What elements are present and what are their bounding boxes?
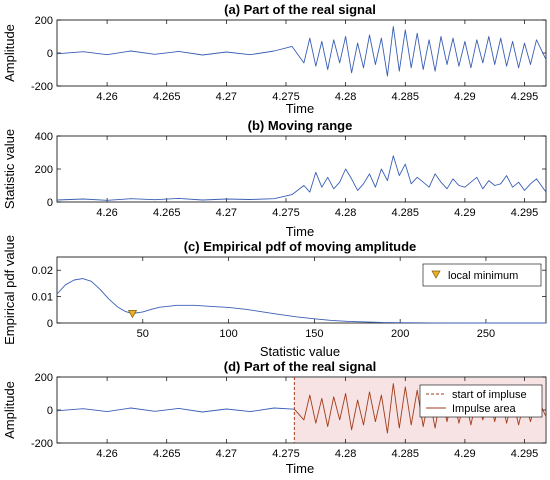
panel-c-axes-box bbox=[56, 256, 547, 324]
panel-d-legend: start of impluse Impulse area bbox=[419, 384, 543, 418]
x-tick-label: 4.28 bbox=[335, 207, 356, 219]
panel-a-y-ticks: -200 0 200 bbox=[31, 15, 546, 93]
x-tick-label: 4.27 bbox=[216, 207, 237, 219]
x-tick-label: 4.265 bbox=[153, 448, 181, 460]
series-line bbox=[56, 278, 546, 324]
x-tick-label: 4.27 bbox=[216, 91, 237, 103]
panel-a-title: (a) Part of the real signal bbox=[224, 2, 376, 17]
panel-c-y-ticks: 0 0.01 0.02 bbox=[32, 265, 546, 330]
panel-b-y-ticks: 0 200 400 bbox=[35, 131, 546, 209]
x-tick-label: 100 bbox=[219, 328, 237, 340]
x-tick-label: 4.26 bbox=[96, 207, 117, 219]
x-tick-label: 4.265 bbox=[153, 207, 181, 219]
y-tick-label: 200 bbox=[35, 372, 53, 384]
x-tick-label: 4.285 bbox=[391, 91, 419, 103]
y-tick-label: 400 bbox=[35, 131, 53, 143]
panel-a-series bbox=[56, 26, 547, 77]
panel-b-series bbox=[56, 155, 547, 201]
panel-a: (a) Part of the real signal 4.26 4.265 4.2… bbox=[2, 2, 547, 116]
panel-d-legend-label-onset: start of impluse bbox=[452, 389, 527, 401]
y-tick-label: 0 bbox=[47, 405, 53, 417]
panel-d-y-ticks: -200 0 200 bbox=[31, 372, 546, 450]
x-tick-label: 4.265 bbox=[153, 91, 181, 103]
x-tick-label: 4.26 bbox=[96, 91, 117, 103]
local-minimum-marker bbox=[127, 310, 138, 319]
panel-c-title: (c) Empirical pdf of moving amplitude bbox=[184, 239, 417, 254]
panel-d: (d) Part of the real signal 4.26 4.265 4.2… bbox=[2, 359, 547, 476]
x-tick-label: 50 bbox=[137, 328, 149, 340]
panel-d-legend-box bbox=[419, 384, 543, 418]
y-tick-label: 200 bbox=[35, 164, 53, 176]
panel-d-x-label: Time bbox=[286, 461, 314, 476]
panel-b-x-ticks: 4.26 4.265 4.27 4.275 4.28 4.285 4.29 4.295 bbox=[96, 136, 538, 219]
panel-c-x-label: Statistic value bbox=[260, 344, 340, 359]
x-tick-label: 4.295 bbox=[511, 207, 539, 219]
panel-c-x-ticks: 50 100 150 200 250 bbox=[137, 257, 495, 340]
series-line bbox=[56, 407, 295, 413]
y-tick-label: 200 bbox=[35, 15, 53, 27]
x-tick-label: 4.29 bbox=[454, 448, 475, 460]
y-tick-label: 0 bbox=[47, 48, 53, 60]
x-tick-label: 4.295 bbox=[511, 91, 539, 103]
x-tick-label: 250 bbox=[477, 328, 495, 340]
y-tick-label: -200 bbox=[31, 81, 53, 93]
panel-a-x-ticks: 4.26 4.265 4.27 4.275 4.28 4.285 4.29 4.295 bbox=[96, 20, 538, 103]
y-tick-label: 0 bbox=[47, 318, 53, 330]
panel-c: (c) Empirical pdf of moving amplitude 50… bbox=[2, 235, 547, 359]
x-tick-label: 4.29 bbox=[454, 91, 475, 103]
x-tick-label: 4.285 bbox=[391, 207, 419, 219]
panel-b: (b) Moving range 4.26 4.265 4.27 4.275 4.28 4… bbox=[2, 118, 547, 239]
panel-c-legend-label: local minimum bbox=[448, 270, 518, 282]
series-line bbox=[56, 155, 547, 201]
x-tick-label: 4.28 bbox=[335, 448, 356, 460]
panel-a-axes-box bbox=[56, 19, 547, 87]
panel-b-title: (b) Moving range bbox=[248, 118, 353, 133]
x-tick-label: 150 bbox=[305, 328, 323, 340]
panel-b-x-label: Time bbox=[286, 224, 314, 239]
legend-marker-icon bbox=[431, 270, 441, 279]
panel-c-markers bbox=[127, 310, 138, 319]
x-tick-label: 4.295 bbox=[511, 448, 539, 460]
panel-c-legend-box bbox=[422, 263, 542, 287]
x-tick-label: 4.285 bbox=[391, 448, 419, 460]
x-tick-label: 4.275 bbox=[272, 448, 300, 460]
panel-d-legend-label-impulse: Impulse area bbox=[452, 403, 516, 415]
x-tick-label: 4.28 bbox=[335, 91, 356, 103]
x-tick-label: 4.27 bbox=[216, 448, 237, 460]
x-tick-label: 4.26 bbox=[96, 448, 117, 460]
panel-a-y-label: Amplitude bbox=[2, 24, 17, 82]
x-tick-label: 4.275 bbox=[272, 91, 300, 103]
panel-a-x-label: Time bbox=[286, 101, 314, 116]
panel-d-x-ticks: 4.26 4.265 4.27 4.275 4.28 4.285 4.29 4.295 bbox=[96, 377, 538, 460]
x-tick-label: 200 bbox=[391, 328, 409, 340]
series-line bbox=[56, 26, 547, 77]
panel-c-legend: local minimum bbox=[422, 263, 542, 287]
panel-d-title: (d) Part of the real signal bbox=[224, 359, 376, 374]
y-tick-label: 0.01 bbox=[32, 292, 53, 304]
y-tick-label: -200 bbox=[31, 438, 53, 450]
panel-b-axes-box bbox=[56, 135, 547, 203]
panel-b-y-label: Statistic value bbox=[2, 129, 17, 209]
panel-d-y-label: Amplitude bbox=[2, 381, 17, 439]
x-tick-label: 4.275 bbox=[272, 207, 300, 219]
y-tick-label: 0 bbox=[47, 197, 53, 209]
panel-c-y-label: Empirical pdf value bbox=[2, 235, 17, 345]
x-tick-label: 4.29 bbox=[454, 207, 475, 219]
y-tick-label: 0.02 bbox=[32, 265, 53, 277]
panel-c-series bbox=[56, 278, 546, 324]
